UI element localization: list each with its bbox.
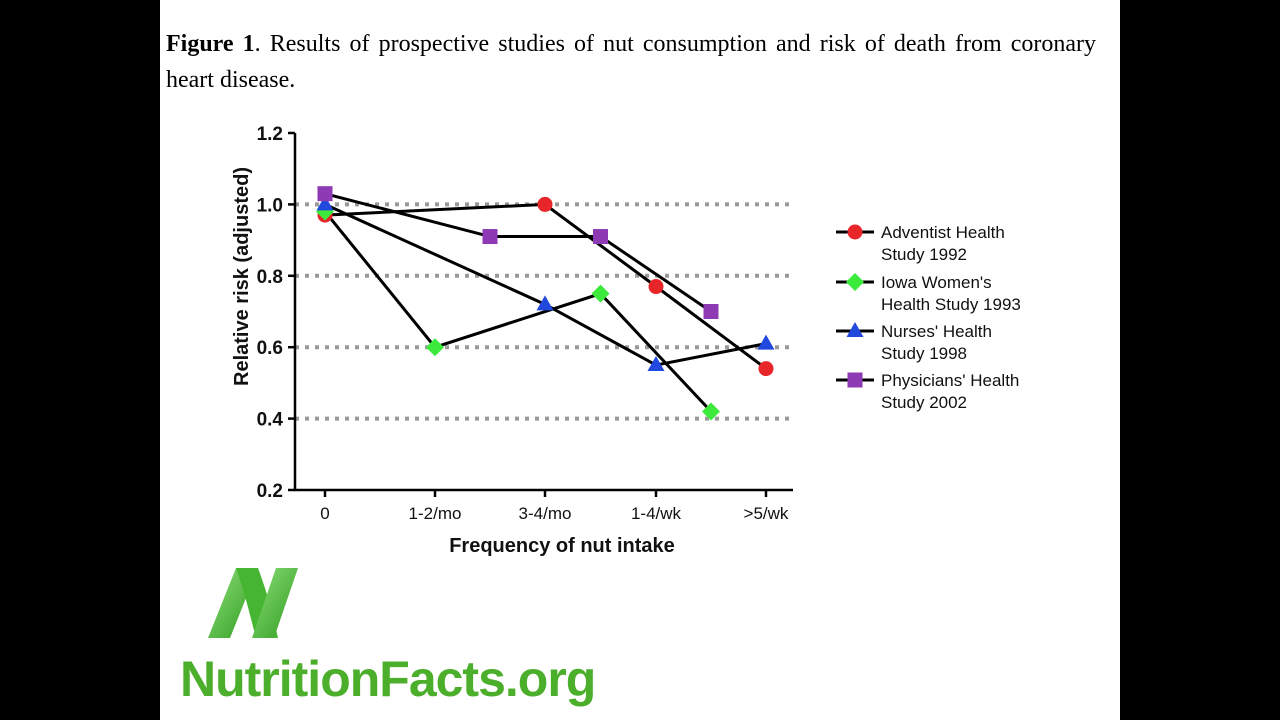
data-point-diamond	[591, 284, 610, 303]
data-point-circle	[648, 279, 664, 295]
data-point-triangle	[757, 334, 775, 350]
legend-label: Physicians' Health	[881, 371, 1019, 390]
y-tick-label: 0.8	[257, 267, 283, 288]
data-point-triangle	[647, 356, 665, 372]
data-point-circle	[537, 196, 553, 212]
series-line-diamond	[323, 210, 713, 413]
data-point-square	[593, 229, 608, 245]
data-point-circle	[758, 361, 774, 377]
series-line-square	[324, 192, 712, 313]
legend-label: Study 1992	[881, 245, 967, 264]
y-tick-label: 1.2	[257, 124, 283, 145]
legend-label: Study 2002	[881, 393, 967, 412]
y-tick-label: 0.2	[257, 481, 283, 502]
x-tick-label: 3-4/mo	[519, 504, 572, 523]
x-axis-title: Frequency of nut intake	[449, 535, 675, 557]
brand-wordmark[interactable]: NutritionFacts.org	[180, 651, 596, 707]
x-tick-label: 1-4/wk	[631, 504, 682, 523]
legend-marker-circle	[847, 224, 863, 240]
figure-label: Figure 1	[166, 31, 255, 57]
y-axis-title: Relative risk (adjusted)	[231, 167, 253, 386]
data-point-square	[703, 304, 719, 319]
data-point-diamond	[426, 338, 444, 357]
nutritionfacts-n-logo-icon	[208, 568, 298, 638]
legend-label: Health Study 1993	[881, 295, 1021, 314]
y-tick-label: 0.6	[257, 338, 283, 359]
slide: Figure 1. Results of prospective studies…	[160, 0, 1120, 720]
x-tick-label: 0	[320, 504, 329, 523]
series-line-triangle	[324, 203, 767, 367]
data-point-square	[317, 186, 333, 202]
legend-marker-triangle	[846, 322, 864, 337]
nut-intake-chart: 0.2 0.4 0.6 0.8 1.0 1.2 0 1-2/mo 3-4/mo 1-4/wk >5/…	[231, 124, 1021, 557]
legend-marker-square	[847, 372, 863, 388]
figure-caption-text: . Results of prospective studies of nut …	[166, 31, 1096, 93]
x-tick-label: >5/wk	[744, 504, 789, 523]
legend-label: Nurses' Health	[881, 322, 992, 341]
legend-label: Adventist Health	[881, 223, 1005, 242]
data-point-triangle	[536, 295, 554, 311]
y-tick-label: 0.4	[257, 410, 284, 431]
data-point-triangle	[316, 195, 334, 211]
x-tick-label: 1-2/mo	[409, 504, 462, 523]
series-line-circle	[324, 202, 767, 370]
y-tick-label: 1.0	[257, 195, 283, 216]
legend-label: Study 1998	[881, 344, 967, 363]
data-point-diamond	[702, 402, 720, 421]
data-point-square	[482, 229, 498, 245]
legend-label: Iowa Women's	[881, 273, 992, 292]
figure-caption: Figure 1. Results of prospective studies…	[166, 26, 1096, 98]
legend-marker-diamond	[846, 273, 864, 291]
